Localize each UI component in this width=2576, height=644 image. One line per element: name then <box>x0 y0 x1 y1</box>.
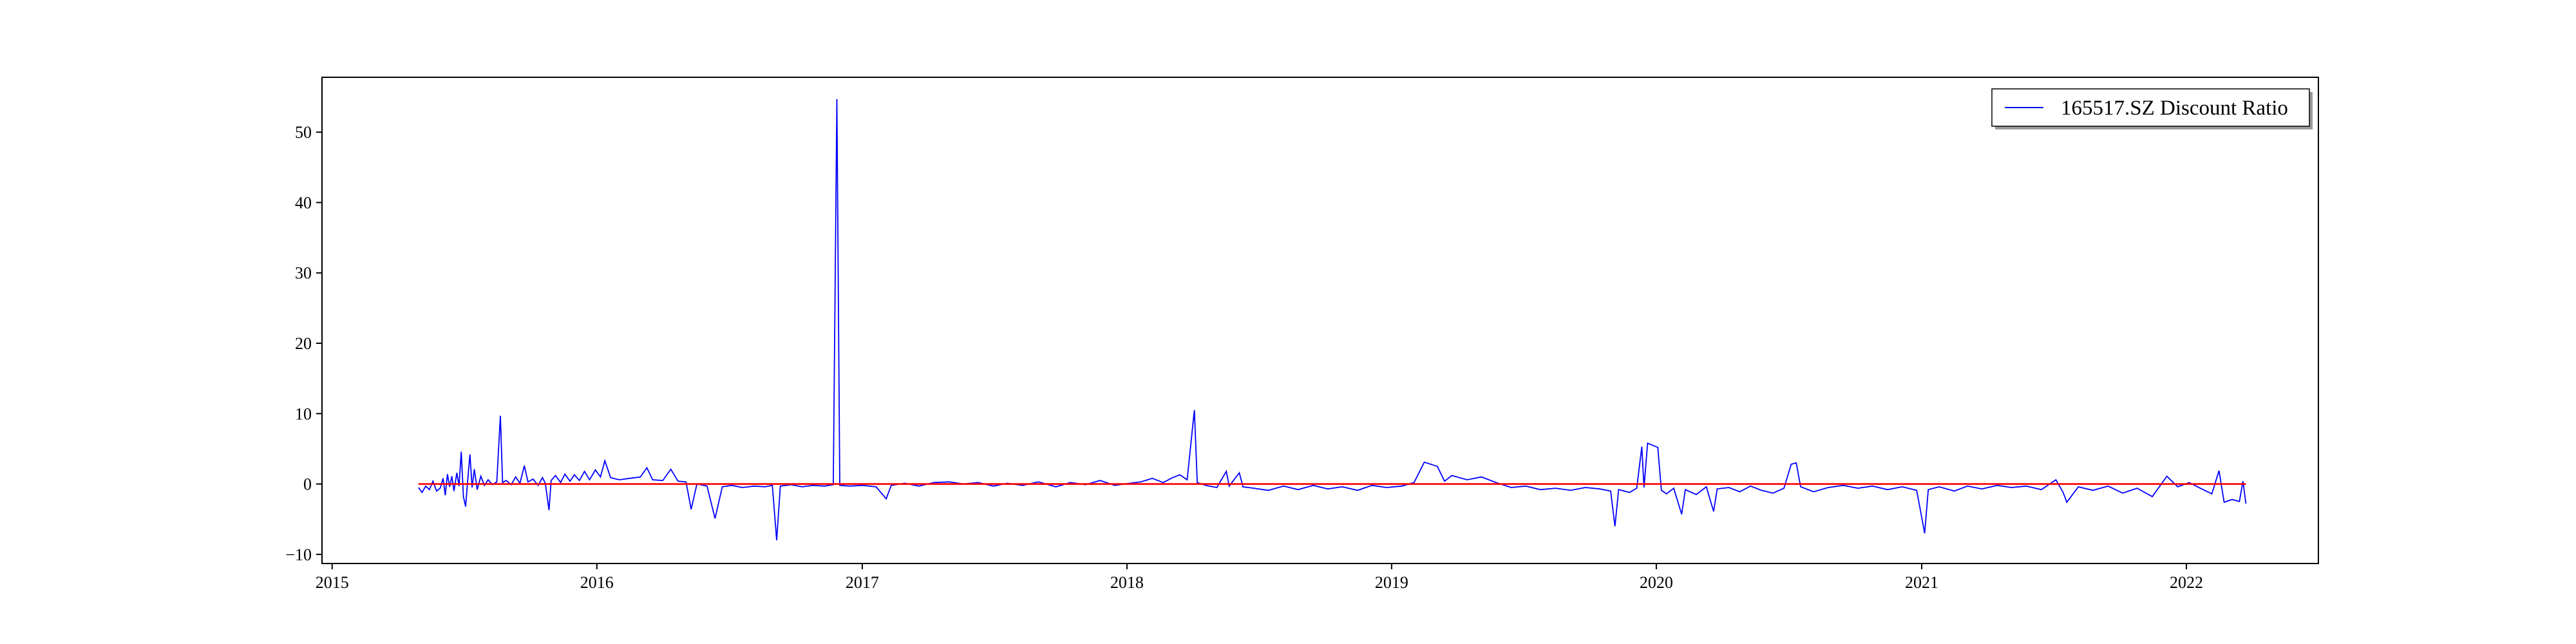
x-tick-label: 2018 <box>1110 573 1144 592</box>
x-tick-label: 2016 <box>580 573 614 592</box>
y-tick-label: 30 <box>295 264 312 283</box>
series-line-0 <box>418 99 2247 540</box>
legend: 165517.SZ Discount Ratio <box>1991 88 2313 129</box>
x-tick-label: 2020 <box>1640 573 1673 592</box>
y-tick-label: 40 <box>295 193 312 212</box>
legend-label: 165517.SZ Discount Ratio <box>2061 97 2288 120</box>
y-tick-label: 50 <box>295 123 312 142</box>
y-tick-label: 10 <box>295 404 312 423</box>
x-tick-label: 2022 <box>2170 573 2203 592</box>
x-tick-label: 2019 <box>1375 573 1408 592</box>
axes: 2015 2016 2017 2018 2019 2020 2021 2022 −10 0 10 20… <box>285 77 2319 592</box>
legend-box <box>1991 88 2310 127</box>
y-tick-label: 0 <box>303 475 312 494</box>
x-tick-label: 2015 <box>316 573 349 592</box>
y-tick-label: 20 <box>295 334 312 353</box>
x-tick-label: 2017 <box>846 573 879 592</box>
axes-frame <box>321 77 2319 564</box>
y-tick-label: −10 <box>285 545 312 564</box>
x-tick-label: 2021 <box>1905 573 1938 592</box>
plot-area <box>418 99 2247 540</box>
